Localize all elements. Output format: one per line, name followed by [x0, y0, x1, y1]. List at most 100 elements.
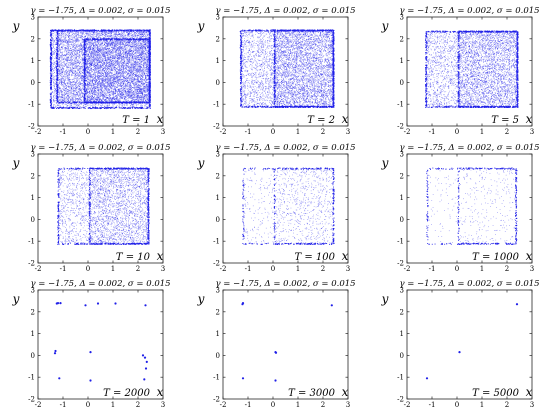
scatter-point: [142, 103, 143, 104]
scatter-point: [51, 92, 52, 93]
panel-1: γ = −1.75, Δ = 0.002, σ = 0.015-2 -1 0 1 2 3-…: [12, 6, 171, 136]
scatter-point: [107, 106, 108, 107]
scatter-point: [112, 100, 113, 101]
scatter-point: [75, 61, 76, 62]
scatter-point: [96, 33, 97, 34]
scatter-point: [72, 68, 73, 69]
scatter-point: [75, 71, 76, 72]
scatter-point: [72, 58, 73, 59]
scatter-point: [116, 52, 117, 53]
scatter-point: [111, 92, 112, 93]
scatter-point: [60, 55, 61, 56]
scatter-point: [134, 106, 135, 107]
scatter-point: [66, 85, 67, 86]
scatter-point: [95, 50, 96, 51]
scatter-point: [128, 88, 129, 89]
scatter-point: [135, 34, 136, 35]
scatter-point: [132, 108, 133, 109]
scatter-point: [129, 108, 130, 109]
scatter-point: [116, 106, 117, 107]
scatter-point: [55, 66, 56, 67]
scatter-point: [134, 34, 135, 35]
scatter-point: [99, 56, 100, 57]
scatter-point: [66, 73, 67, 74]
scatter-point: [62, 88, 63, 89]
scatter-point: [67, 54, 68, 55]
scatter-point: [102, 63, 103, 64]
scatter-point: [109, 105, 110, 106]
scatter-point: [77, 77, 78, 78]
scatter-point: [85, 106, 86, 107]
scatter-point: [95, 36, 96, 37]
scatter-point: [79, 80, 80, 81]
scatter-point: [120, 46, 121, 47]
scatter-point: [63, 83, 64, 84]
scatter-point: [82, 94, 83, 95]
scatter-point: [112, 89, 113, 90]
scatter-point: [65, 79, 66, 80]
scatter-point: [66, 106, 67, 107]
scatter-point: [50, 107, 51, 108]
scatter-point: [54, 53, 55, 54]
scatter-point: [136, 82, 137, 83]
scatter-point: [64, 36, 65, 37]
scatter-point: [68, 96, 69, 97]
scatter-point: [50, 86, 51, 87]
scatter-point: [132, 37, 133, 38]
scatter-point: [63, 95, 64, 96]
scatter-point: [88, 34, 89, 35]
scatter-point: [71, 93, 72, 94]
scatter-point: [54, 40, 55, 41]
scatter-point: [69, 32, 70, 33]
scatter-point: [51, 50, 52, 51]
scatter-point: [101, 57, 102, 58]
scatter-point: [82, 81, 83, 82]
scatter-point: [94, 105, 95, 106]
scatter-point: [73, 108, 74, 109]
scatter-point: [78, 35, 79, 36]
scatter-point: [142, 81, 143, 82]
scatter-point: [76, 87, 77, 88]
scatter-point: [135, 90, 136, 91]
scatter-point: [97, 82, 98, 83]
scatter-point: [80, 95, 81, 96]
scatter-point: [72, 40, 73, 41]
scatter-point: [119, 83, 120, 84]
scatter-point: [59, 107, 60, 108]
scatter-point: [67, 87, 68, 88]
scatter-point: [54, 69, 55, 70]
scatter-point: [55, 35, 56, 36]
scatter-point: [64, 33, 65, 34]
scatter-point: [72, 103, 73, 104]
scatter-point: [54, 102, 55, 103]
scatter-point: [55, 95, 56, 96]
scatter-point: [130, 78, 131, 79]
scatter-point: [53, 85, 54, 86]
scatter-point: [81, 90, 82, 91]
scatter-point: [118, 49, 119, 50]
scatter-point: [133, 59, 134, 60]
scatter-point: [143, 50, 144, 51]
scatter-point: [148, 80, 149, 81]
scatter-point: [53, 54, 54, 55]
scatter-point: [115, 98, 116, 99]
scatter-point: [105, 82, 106, 83]
scatter-point: [86, 104, 87, 105]
scatter-point: [73, 70, 74, 71]
scatter-point: [119, 30, 120, 31]
scatter-point: [130, 80, 131, 81]
scatter-point: [72, 67, 73, 68]
scatter-point: [56, 105, 57, 106]
scatter-point: [54, 58, 55, 59]
scatter-point: [56, 98, 57, 99]
scatter-point: [74, 47, 75, 48]
scatter-point: [90, 87, 91, 88]
scatter-point: [79, 89, 80, 90]
scatter-point: [51, 34, 52, 35]
scatter-point: [51, 60, 52, 61]
scatter-point: [93, 58, 94, 59]
scatter-point: [71, 32, 72, 33]
scatter-point: [56, 48, 57, 49]
scatter-point: [78, 59, 79, 60]
